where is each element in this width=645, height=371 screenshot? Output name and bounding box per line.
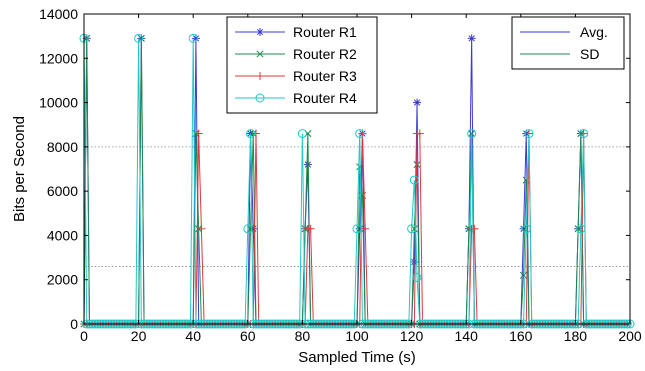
marker-plus [256,72,264,80]
x-tick-label: 200 [618,328,642,344]
y-tick-label: 2000 [47,272,78,288]
legend-label: Router R4 [293,90,357,106]
y-tick-label: 12000 [39,50,78,66]
legend-entry: Router R3 [235,68,357,84]
marker-asterisk [256,28,264,36]
x-tick-label: 80 [295,328,311,344]
marker-circle [243,224,253,234]
legend-label: Router R3 [293,68,357,84]
legend-box [226,16,378,114]
marker-circle [579,129,589,139]
marker-circle [409,175,419,185]
y-tick-label: 6000 [47,183,78,199]
series-router-r3 [80,129,629,328]
y-axis-label: Bits per Second [11,116,28,222]
legend-box [511,16,625,70]
legend-entry: Avg. [520,24,608,40]
legend-label: SD [580,46,599,62]
marker-plus [470,224,479,233]
legend-label: Avg. [580,24,608,40]
marker-x [246,225,255,233]
marker-x [256,50,264,58]
marker-circle [255,93,265,103]
marker-asterisk [413,98,422,107]
marker-circle [297,129,307,139]
marker-plus [251,129,260,138]
marker-circle [188,33,198,43]
marker-circle [412,273,422,282]
reference-lines [84,146,630,267]
legend-entry: Router R1 [235,24,357,40]
marker-x [574,225,582,233]
x-tick-label: 120 [400,328,424,344]
marker-circle [576,224,586,234]
marker-circle [407,224,417,234]
legend-entry: Router R4 [235,90,357,106]
legend-entry: Router R2 [235,46,357,62]
marker-plus [361,224,370,233]
legend-routers: Router R1 Router R2 Router R3 Router R4 [226,16,378,114]
marker-circle [134,33,144,43]
marker-circle [352,224,362,234]
marker-plus [197,224,206,233]
x-tick-label: 140 [455,328,479,344]
marker-asterisk [467,34,476,43]
marker-x [137,34,145,42]
y-tick-label: 4000 [47,227,78,243]
y-tick-label: 10000 [39,95,78,111]
y-tick-label: 14000 [39,6,78,22]
marker-plus [194,129,203,138]
x-tick-label: 60 [240,328,256,344]
marker-circle [467,129,477,139]
marker-circle [521,224,531,234]
marker-circle [524,129,534,139]
legend-entry: SD [520,46,599,62]
x-tick-label: 100 [345,328,369,344]
legend-statistics: Avg. SD [511,16,625,70]
legend-label: Router R2 [293,46,357,62]
marker-plus [306,224,315,233]
y-tick-label: 0 [70,316,78,332]
y-tick-label: 8000 [47,139,78,155]
marker-x [83,34,91,42]
legend-label: Router R1 [293,24,357,40]
x-tick-label: 180 [564,328,588,344]
x-axis-label: Sampled Time (s) [298,349,416,366]
marker-plus [415,129,424,138]
marker-x [519,271,528,279]
axis-ticks: 0 20 40 60 80 100 120 140 160 180 2000200040006000… [39,6,642,344]
x-tick-label: 20 [131,328,147,344]
x-tick-label: 40 [185,328,201,344]
marker-circle [355,129,365,139]
marker-circle [246,129,256,139]
series-line [84,133,625,325]
x-tick-label: 0 [80,328,88,344]
x-tick-label: 160 [509,328,533,344]
